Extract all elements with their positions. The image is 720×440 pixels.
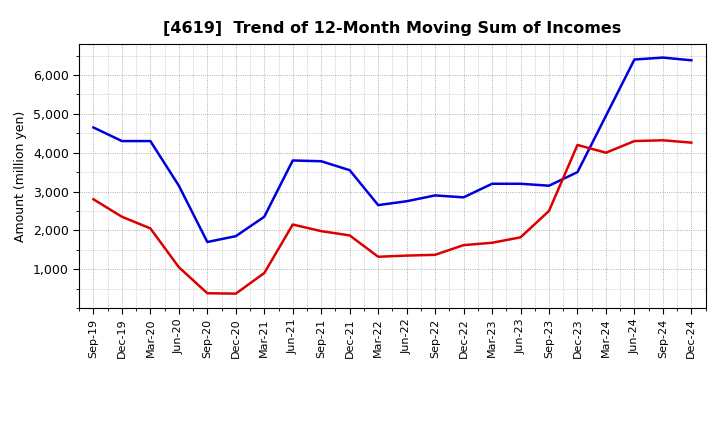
Ordinary Income [516,181,525,187]
Ordinary Income [374,202,382,208]
Ordinary Income [602,113,611,118]
Ordinary Income [402,198,411,204]
Ordinary Income [573,169,582,175]
Net Income [174,264,183,270]
Ordinary Income [630,57,639,62]
Title: [4619]  Trend of 12-Month Moving Sum of Incomes: [4619] Trend of 12-Month Moving Sum of I… [163,21,621,36]
Net Income [289,222,297,227]
Net Income [630,139,639,144]
Ordinary Income [174,183,183,188]
Net Income [402,253,411,258]
Net Income [487,240,496,246]
Net Income [659,138,667,143]
Ordinary Income [289,158,297,163]
Ordinary Income [89,125,98,130]
Net Income [374,254,382,260]
Y-axis label: Amount (million yen): Amount (million yen) [14,110,27,242]
Ordinary Income [659,55,667,60]
Net Income [602,150,611,155]
Net Income [516,235,525,240]
Net Income [545,208,554,213]
Ordinary Income [346,168,354,173]
Ordinary Income [459,195,468,200]
Net Income [232,291,240,296]
Ordinary Income [260,214,269,220]
Ordinary Income [317,158,325,164]
Net Income [317,228,325,234]
Net Income [431,252,439,257]
Ordinary Income [545,183,554,188]
Net Income [260,271,269,276]
Ordinary Income [431,193,439,198]
Line: Net Income: Net Income [94,140,691,293]
Ordinary Income [117,139,126,144]
Net Income [459,242,468,248]
Net Income [117,214,126,220]
Net Income [89,197,98,202]
Ordinary Income [232,234,240,239]
Ordinary Income [687,58,696,63]
Ordinary Income [146,139,155,144]
Net Income [573,142,582,147]
Ordinary Income [203,239,212,245]
Net Income [203,290,212,296]
Line: Ordinary Income: Ordinary Income [94,58,691,242]
Net Income [146,226,155,231]
Net Income [687,140,696,145]
Ordinary Income [487,181,496,187]
Net Income [346,233,354,238]
